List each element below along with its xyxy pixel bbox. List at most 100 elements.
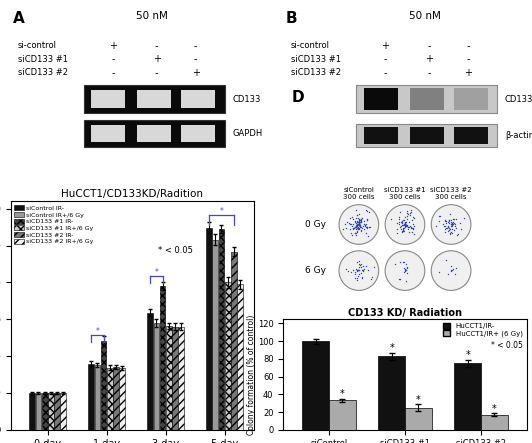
Text: -: - <box>467 41 470 51</box>
Legend: siControl IR-, siControl IR+/6 Gy, siCD133 #1 IR-, siCD133 #1 IR+/6 Gy, siCD133 : siControl IR-, siControl IR+/6 Gy, siCD1… <box>14 205 94 245</box>
Text: -: - <box>428 68 431 78</box>
Text: -: - <box>467 54 470 65</box>
Text: *: * <box>340 389 345 400</box>
Bar <box>454 127 488 144</box>
Text: * < 0.05: * < 0.05 <box>158 246 193 255</box>
Text: *: * <box>95 326 99 336</box>
Text: -: - <box>155 68 159 78</box>
Bar <box>178 326 184 430</box>
Y-axis label: Colony formation (% of control): Colony formation (% of control) <box>247 314 256 435</box>
Text: +: + <box>109 41 117 51</box>
Text: B: B <box>286 11 297 26</box>
Text: siCD133 #1: siCD133 #1 <box>18 55 68 64</box>
Bar <box>181 90 215 109</box>
Bar <box>36 393 41 430</box>
Circle shape <box>431 205 471 244</box>
Bar <box>454 88 488 110</box>
Circle shape <box>339 205 379 244</box>
Text: 6 Gy: 6 Gy <box>305 266 326 275</box>
Bar <box>363 127 397 144</box>
Bar <box>356 124 497 147</box>
Bar <box>410 127 444 144</box>
Text: siCD133 #2: siCD133 #2 <box>290 69 340 78</box>
Text: -: - <box>111 54 114 65</box>
Text: -: - <box>155 41 159 51</box>
Bar <box>454 363 481 430</box>
Bar <box>61 393 66 430</box>
Bar <box>405 408 431 430</box>
Bar <box>363 88 397 110</box>
Bar <box>147 313 153 430</box>
Text: 50 nM: 50 nM <box>409 11 440 20</box>
Bar <box>481 415 508 430</box>
Bar <box>107 368 113 430</box>
Text: -: - <box>428 41 431 51</box>
Text: 0 Gy: 0 Gy <box>305 220 326 229</box>
Bar <box>84 120 225 147</box>
Text: -: - <box>384 68 387 78</box>
Bar <box>54 393 60 430</box>
Bar <box>91 90 125 109</box>
Bar <box>237 284 243 430</box>
Circle shape <box>385 205 425 244</box>
Bar <box>172 326 178 430</box>
Circle shape <box>431 251 471 291</box>
Text: +: + <box>381 41 389 51</box>
Bar <box>212 240 218 430</box>
Text: GAPDH: GAPDH <box>232 129 262 138</box>
Bar <box>231 252 237 430</box>
Title: CD133 KD/ Radiation: CD133 KD/ Radiation <box>348 308 462 318</box>
Legend: HuCCT1/IR-, HuCCT1/IR+ (6 Gy): HuCCT1/IR-, HuCCT1/IR+ (6 Gy) <box>442 323 523 338</box>
Bar <box>91 125 125 142</box>
Circle shape <box>385 251 425 291</box>
Bar <box>42 393 47 430</box>
Bar <box>206 228 212 430</box>
Text: -: - <box>111 68 114 78</box>
Text: *: * <box>389 343 394 354</box>
Bar <box>84 85 225 113</box>
Title: HuCCT1/CD133KD/Radition: HuCCT1/CD133KD/Radition <box>61 189 203 199</box>
Bar <box>154 323 159 430</box>
Bar <box>302 341 329 430</box>
Bar <box>166 326 172 430</box>
Text: *: * <box>154 268 159 277</box>
Bar <box>95 365 100 430</box>
Bar <box>356 85 497 113</box>
Text: si-control: si-control <box>290 42 329 51</box>
Text: -: - <box>194 54 197 65</box>
Bar <box>219 229 225 430</box>
Bar <box>329 400 355 430</box>
Bar <box>101 341 106 430</box>
Bar <box>137 125 171 142</box>
Circle shape <box>339 251 379 291</box>
Text: -: - <box>384 54 387 65</box>
Bar <box>88 364 94 430</box>
Bar <box>29 393 35 430</box>
Text: si-control: si-control <box>18 42 57 51</box>
Text: * < 0.05: * < 0.05 <box>491 341 523 350</box>
Text: CD133: CD133 <box>505 95 532 104</box>
Text: siCD133 #1: siCD133 #1 <box>290 55 340 64</box>
Bar <box>137 90 171 109</box>
Bar <box>119 368 125 430</box>
Bar <box>181 125 215 142</box>
Bar <box>378 356 405 430</box>
Text: *: * <box>416 395 421 405</box>
Bar <box>113 367 119 430</box>
Text: +: + <box>153 54 161 65</box>
Bar <box>410 88 444 110</box>
Text: -: - <box>194 41 197 51</box>
Text: β-actin: β-actin <box>505 131 532 140</box>
Text: siCD133 #2
300 cells: siCD133 #2 300 cells <box>430 187 472 200</box>
Text: +: + <box>192 68 200 78</box>
Text: D: D <box>292 89 304 105</box>
Bar <box>160 286 165 430</box>
Bar <box>225 283 230 430</box>
Text: CD133: CD133 <box>232 95 261 104</box>
Text: *: * <box>466 350 470 361</box>
Text: siCD133 #2: siCD133 #2 <box>18 69 68 78</box>
Text: siControl
300 cells: siControl 300 cells <box>343 187 375 200</box>
Text: +: + <box>425 54 433 65</box>
Text: siCD133 #1
300 cells: siCD133 #1 300 cells <box>384 187 426 200</box>
Bar <box>48 393 54 430</box>
